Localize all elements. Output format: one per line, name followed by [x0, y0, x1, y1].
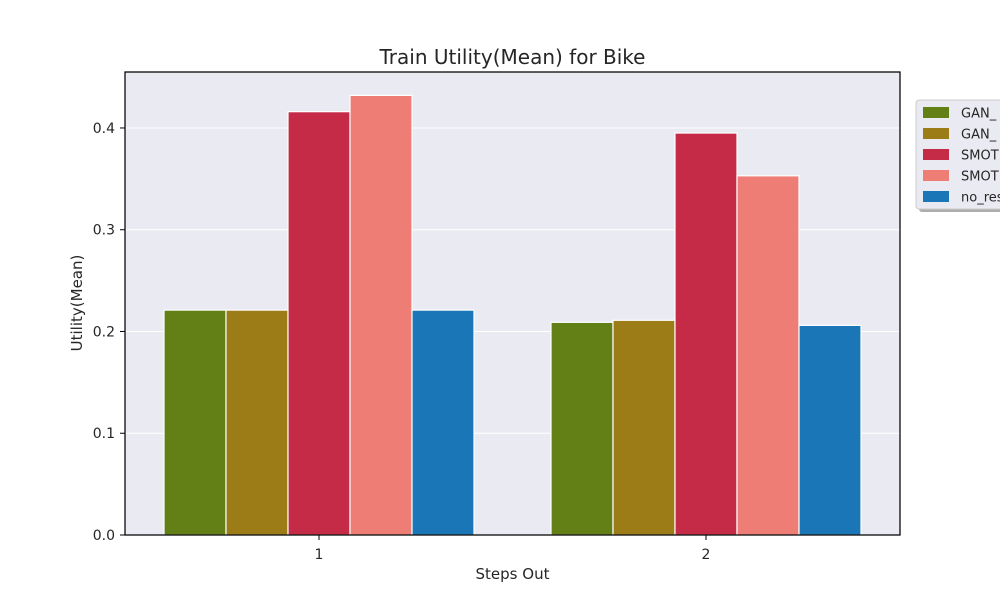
- legend-box: [915, 99, 1000, 210]
- legend: GAN_ GAN_ SMOT SMOT no_res: [915, 99, 1000, 212]
- y-axis-title: Utility(Mean): [68, 255, 86, 352]
- y-tick-label: 0.0: [93, 528, 115, 544]
- legend-swatch: [923, 128, 949, 139]
- y-tick-label: 0.4: [93, 121, 115, 137]
- legend-swatch: [923, 191, 949, 202]
- bar: [550, 321, 614, 536]
- y-tick-label: 0.1: [93, 426, 115, 442]
- legend-label: GAN_: [961, 128, 997, 143]
- x-axis-title: Steps Out: [476, 565, 550, 583]
- bar: [612, 319, 676, 536]
- bar: [163, 309, 227, 536]
- bar: [798, 324, 862, 536]
- legend-items: GAN_ GAN_ SMOT SMOT no_res: [923, 107, 1000, 206]
- y-tick-label: 0.3: [93, 223, 115, 239]
- x-tick-label: 1: [315, 547, 324, 563]
- bar: [349, 94, 413, 536]
- bars: [163, 94, 862, 536]
- legend-swatch: [923, 107, 949, 118]
- chart-title: Train Utility(Mean) for Bike: [379, 45, 646, 69]
- bar: [674, 132, 738, 536]
- bar: [411, 309, 475, 536]
- bar: [287, 111, 351, 536]
- bar: [225, 309, 289, 536]
- x-tick-label: 2: [702, 547, 711, 563]
- legend-swatch: [923, 170, 949, 181]
- bar: [736, 175, 800, 536]
- legend-label: no_res: [961, 191, 1000, 206]
- plot-area-frame: [124, 71, 901, 536]
- legend-label: GAN_: [961, 107, 997, 122]
- y-tick-label: 0.2: [93, 324, 115, 340]
- legend-label: SMOT: [961, 149, 999, 164]
- legend-label: SMOT: [961, 170, 999, 185]
- y-ticks: 0.0 0.1 0.2 0.3 0.4: [93, 121, 125, 544]
- legend-swatch: [923, 149, 949, 160]
